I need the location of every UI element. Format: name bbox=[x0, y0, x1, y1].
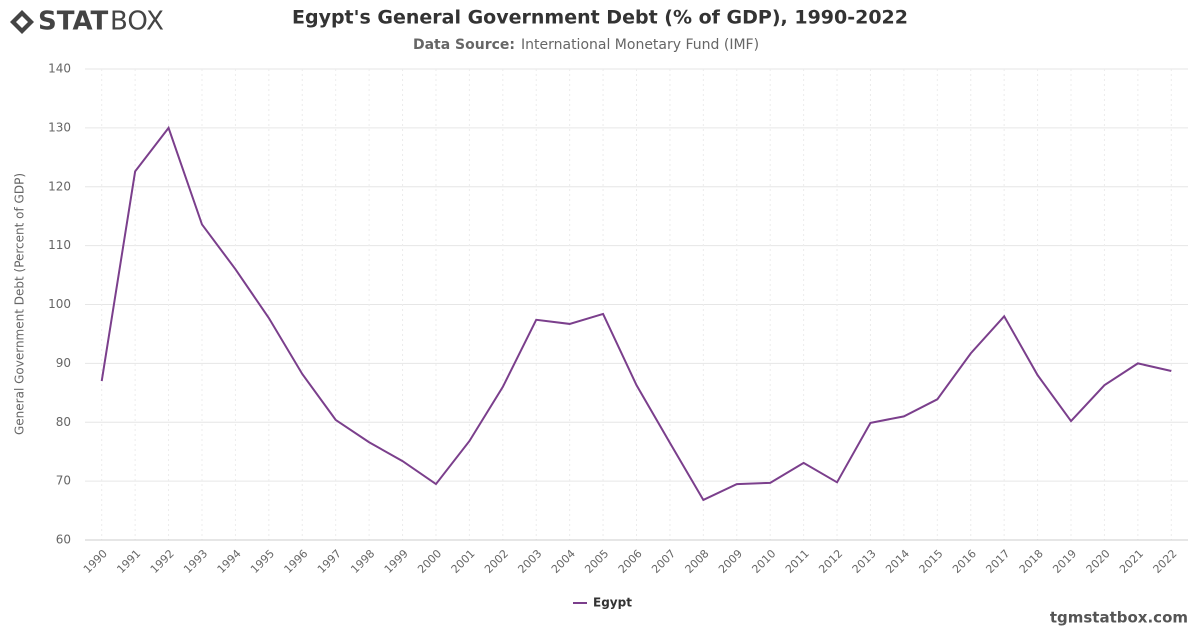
x-tick-label: 2001 bbox=[449, 547, 478, 576]
logo-icon bbox=[10, 10, 34, 34]
x-tick-label: 2016 bbox=[950, 547, 979, 576]
y-axis-label: General Government Debt (Percent of GDP) bbox=[13, 173, 27, 435]
x-tick-label: 2002 bbox=[482, 547, 511, 576]
legend-label: Egypt bbox=[593, 596, 632, 610]
y-tick-label: 100 bbox=[48, 297, 71, 311]
x-tick-label: 2014 bbox=[883, 547, 912, 576]
x-tick-label: 1996 bbox=[282, 547, 311, 576]
logo: STAT BOX bbox=[10, 7, 164, 37]
x-tick-label: 1998 bbox=[348, 547, 377, 576]
x-tick-label: 2015 bbox=[917, 547, 946, 576]
y-tick-label: 120 bbox=[48, 179, 71, 193]
y-tick-label: 130 bbox=[48, 120, 71, 134]
line-series bbox=[100, 125, 1172, 502]
x-tick-label: 2022 bbox=[1151, 547, 1180, 576]
source-label: Data Source: bbox=[413, 37, 515, 53]
x-tick-label: 2012 bbox=[816, 547, 845, 576]
y-tick-label: 80 bbox=[56, 415, 71, 429]
x-tick-label: 1995 bbox=[248, 547, 277, 576]
x-tick-label: 1999 bbox=[382, 547, 411, 576]
x-tick-label: 2021 bbox=[1117, 547, 1146, 576]
x-tick-label: 2019 bbox=[1050, 547, 1079, 576]
x-tick-label: 2007 bbox=[649, 547, 678, 576]
source: International Monetary Fund (IMF) bbox=[521, 37, 759, 53]
x-tick-label: 1997 bbox=[315, 547, 344, 576]
logo-light: BOX bbox=[110, 7, 164, 37]
x-tick-label: 2013 bbox=[850, 547, 879, 576]
x-tick-label: 1993 bbox=[181, 547, 210, 576]
y-tick-label: 90 bbox=[56, 356, 71, 370]
x-tick-label: 2005 bbox=[582, 547, 611, 576]
x-tick-label: 2010 bbox=[749, 547, 778, 576]
x-tick-label: 2008 bbox=[683, 547, 712, 576]
x-tick-label: 2003 bbox=[515, 547, 544, 576]
logo-bold: STAT bbox=[38, 7, 109, 37]
chart-title: Egypt's General Government Debt (% of GD… bbox=[292, 7, 908, 29]
x-tick-label: 1991 bbox=[114, 547, 143, 576]
y-tick-label: 140 bbox=[48, 62, 71, 76]
x-tick-label: 2020 bbox=[1084, 547, 1113, 576]
y-tick-label: 60 bbox=[56, 533, 71, 547]
x-tick-label: 2000 bbox=[415, 547, 444, 576]
footer: tgmstatbox.com bbox=[1050, 609, 1188, 627]
x-tick-label: 2006 bbox=[616, 547, 645, 576]
x-tick-label: 1992 bbox=[148, 547, 177, 576]
x-tick-label: 2018 bbox=[1017, 547, 1046, 576]
x-tick-label: 2017 bbox=[983, 547, 1012, 576]
x-tick-label: 2011 bbox=[783, 547, 812, 576]
x-tick-label: 1994 bbox=[215, 547, 244, 576]
x-tick-label: 1990 bbox=[81, 547, 110, 576]
x-tick-label: 2004 bbox=[549, 547, 578, 576]
y-tick-label: 110 bbox=[48, 238, 71, 252]
y-tick-label: 70 bbox=[56, 474, 71, 488]
x-tick-label: 2009 bbox=[716, 547, 745, 576]
